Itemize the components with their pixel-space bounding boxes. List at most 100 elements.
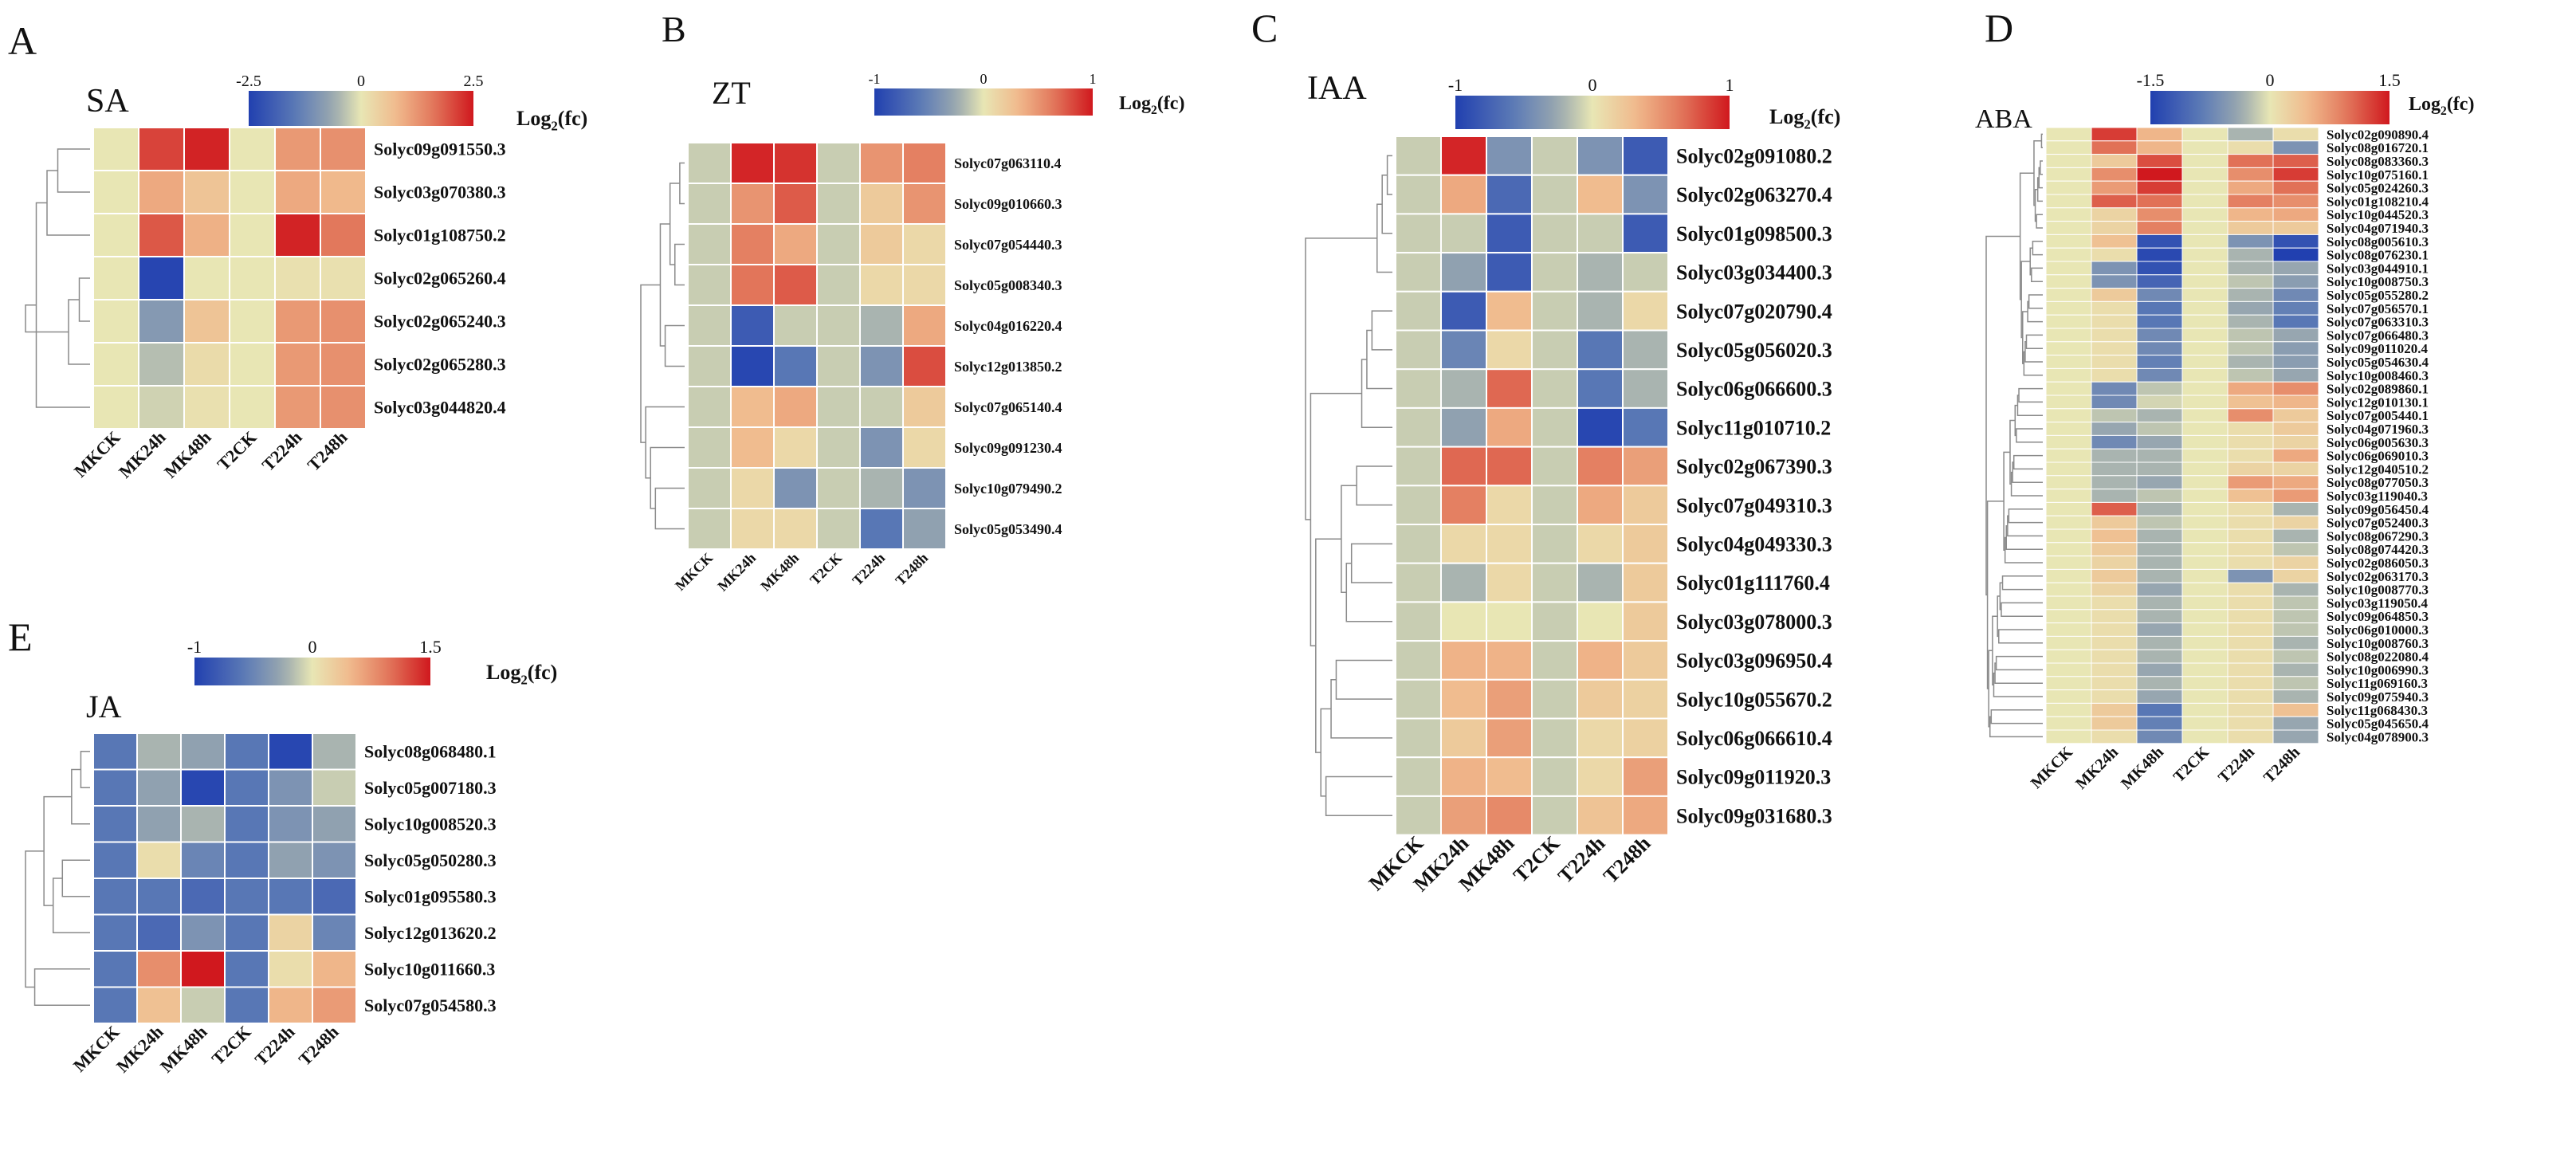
heatmap-cell	[136, 913, 182, 952]
dendrogram-branch	[1371, 310, 1392, 351]
heatmap-cell	[180, 913, 226, 952]
heatmap-cell	[1577, 756, 1624, 797]
heatmap-cell	[2227, 582, 2274, 597]
heatmap-cell	[2227, 568, 2274, 583]
legend-tick-label: 0	[2266, 70, 2275, 90]
heatmap-cell	[2091, 689, 2138, 704]
row-label: Solyc05g007180.3	[364, 778, 497, 798]
heatmap-cell	[1440, 329, 1487, 371]
heatmap-cell	[92, 213, 139, 257]
heatmap-cell	[1622, 640, 1669, 681]
row-label: Solyc05g050280.3	[364, 850, 497, 870]
heatmap-cell	[2136, 662, 2183, 677]
heatmap-cell	[687, 508, 732, 550]
legend-tick-label: 1.5	[2378, 70, 2401, 90]
heatmap-cell	[816, 264, 861, 306]
legend-tick-label: -1	[869, 71, 881, 87]
heatmap-cell	[2181, 167, 2228, 182]
heatmap-cell	[274, 256, 321, 300]
heatmap-cell	[2272, 140, 2319, 155]
heatmap-cell	[2045, 716, 2092, 731]
heatmap-cell	[2227, 180, 2274, 195]
dendrogram-branch	[2020, 261, 2031, 339]
row-label: Solyc12g013850.2	[954, 359, 1062, 375]
dendrogram-branch	[57, 148, 90, 193]
dendrogram-branch	[2033, 140, 2042, 206]
heatmap-cell	[1577, 329, 1624, 371]
heatmap-cell	[1622, 524, 1669, 564]
heatmap-cell	[1395, 678, 1442, 720]
panel-title: SA	[86, 83, 129, 120]
color-legend: -1 0 1 Log2(fc)	[869, 71, 1185, 117]
heatmap-cell	[320, 127, 367, 171]
heatmap-cell	[2136, 595, 2183, 611]
heatmap-cell	[2136, 475, 2183, 490]
heatmap-cell	[2045, 635, 2092, 650]
heatmap-cell	[2045, 461, 2092, 477]
heatmap-cell	[2272, 556, 2319, 570]
dendrogram-branch	[1998, 629, 2043, 644]
heatmap-cell	[229, 127, 276, 171]
heatmap-cell	[2091, 127, 2138, 142]
heatmap-cell	[138, 127, 185, 171]
dendrogram-branch	[2012, 461, 2043, 483]
heatmap-cell	[2045, 127, 2092, 142]
heatmap-cell	[773, 467, 818, 509]
dendrogram-branch	[61, 859, 90, 897]
row-label: Solyc08g022080.4	[2327, 650, 2429, 665]
panel-title: JA	[86, 689, 122, 724]
heatmap-cell	[1622, 329, 1669, 371]
heatmap-cell	[730, 386, 775, 428]
heatmap-cell	[320, 256, 367, 300]
heatmap-cell	[1486, 562, 1533, 603]
heatmap-cell	[2045, 300, 2092, 316]
heatmap-cell	[1395, 406, 1442, 448]
heatmap-cell	[2091, 716, 2138, 731]
legend-tick-label: 1	[1090, 71, 1097, 87]
heatmap-cell	[2136, 341, 2183, 356]
heatmap-cell	[1622, 406, 1669, 448]
heatmap-cell	[229, 385, 276, 430]
heatmap-cell	[2091, 274, 2138, 289]
row-label: Solyc09g064850.3	[2327, 609, 2429, 624]
legend-tick-label: -1.5	[2137, 70, 2165, 90]
panel-A: ASA-2.5 0 2.5Log2(fc)Solyc09g091550.3Solyc…	[8, 18, 587, 482]
heatmap-cell	[1440, 446, 1487, 487]
column-label: MK24h	[2072, 744, 2122, 793]
heatmap-cell	[2181, 556, 2228, 570]
heatmap-cell	[1622, 678, 1669, 720]
heatmap-cell	[2272, 515, 2319, 530]
heatmap-cell	[2045, 649, 2092, 664]
heatmap-cell	[1577, 252, 1624, 293]
row-label: Solyc04g071960.3	[2327, 422, 2429, 437]
heatmap-cell	[2181, 649, 2228, 664]
heatmap-cell	[2091, 448, 2138, 463]
heatmap-cell	[268, 768, 313, 807]
heatmap-cell	[2045, 568, 2092, 583]
heatmap-cell	[92, 913, 138, 952]
row-label: Solyc10g008770.3	[2327, 583, 2429, 598]
column-label: T248h	[2260, 744, 2303, 787]
heatmap-cell	[2227, 662, 2274, 677]
legend-tick-label: 1.5	[419, 637, 442, 657]
heatmap-cell	[1486, 717, 1533, 759]
heatmap-cell	[1577, 290, 1624, 332]
heatmap-cell	[2091, 422, 2138, 436]
heatmap-cell	[2272, 448, 2319, 463]
heatmap-cell	[687, 304, 732, 347]
heatmap-cell	[2091, 300, 2138, 316]
heatmap-cell	[1486, 290, 1533, 332]
column-label: T2CK	[213, 427, 260, 474]
heatmap-cell	[2272, 422, 2319, 436]
heatmap-cell	[274, 127, 321, 171]
heatmap-cell	[2136, 422, 2183, 436]
heatmap-cell	[1577, 213, 1624, 254]
heatmap-cell	[2045, 501, 2092, 516]
row-label: Solyc09g075940.3	[2327, 689, 2429, 705]
dendrogram-branch	[1990, 709, 2043, 724]
heatmap-cell	[816, 142, 861, 184]
heatmap-cell	[2091, 515, 2138, 530]
